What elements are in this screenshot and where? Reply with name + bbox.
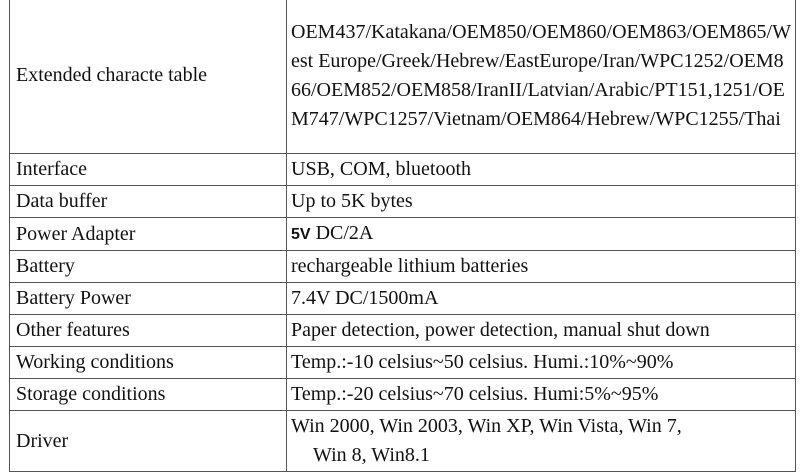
table-row: Interface USB, COM, bluetooth — [9, 153, 796, 186]
table-row: Working conditions Temp.:-10 celsius~50 c… — [9, 346, 796, 379]
spec-label: Other features — [9, 314, 287, 347]
table-row: Battery Power 7.4V DC/1500mA — [9, 282, 796, 315]
spec-label: Interface — [9, 153, 287, 186]
spec-value: Temp.:-10 celsius~50 celsius. Humi.:10%~… — [286, 346, 796, 379]
spec-label: Driver — [9, 410, 287, 472]
spec-label: Working conditions — [9, 346, 287, 379]
spec-label: Extended characte table — [9, 0, 287, 154]
spec-value: 7.4V DC/1500mA — [286, 282, 796, 315]
spec-label: Data buffer — [9, 185, 287, 218]
spec-value: USB, COM, bluetooth — [286, 153, 796, 186]
spec-label: Storage conditions — [9, 378, 287, 411]
spec-value: 5V DC/2A — [286, 217, 796, 251]
table-row: Other features Paper detection, power det… — [9, 314, 796, 347]
table-row: Extended characte table OEM437/Katakana/O… — [9, 0, 796, 154]
table-row: Data buffer Up to 5K bytes — [9, 185, 796, 218]
spec-value: Paper detection, power detection, manual… — [286, 314, 796, 347]
table-row: Storage conditions Temp.:-20 celsius~70 c… — [9, 378, 796, 411]
spec-value: rechargeable lithium batteries — [286, 250, 796, 283]
table-row: Power Adapter 5V DC/2A — [9, 217, 796, 251]
driver-line-1: Win 2000, Win 2003, Win XP, Win Vista, W… — [291, 415, 682, 437]
spec-label: Power Adapter — [9, 217, 287, 251]
spec-label: Battery Power — [9, 282, 287, 315]
voltage-bold: 5V — [291, 226, 311, 243]
table-row: Driver Win 2000, Win 2003, Win XP, Win Vi… — [9, 410, 796, 472]
table-row: Battery rechargeable lithium batteries — [9, 250, 796, 283]
spec-table: Extended characte table OEM437/Katakana/O… — [9, 0, 796, 472]
driver-line-2: Win 8, Win8.1 — [313, 444, 430, 466]
spec-value: OEM437/Katakana/OEM850/OEM860/OEM863/OEM… — [286, 0, 796, 154]
spec-value: Temp.:-20 celsius~70 celsius. Humi:5%~95… — [286, 378, 796, 411]
spec-value: Up to 5K bytes — [286, 185, 796, 218]
spec-label: Battery — [9, 250, 287, 283]
spec-value: Win 2000, Win 2003, Win XP, Win Vista, W… — [286, 410, 796, 472]
adapter-value: DC/2A — [315, 222, 374, 244]
